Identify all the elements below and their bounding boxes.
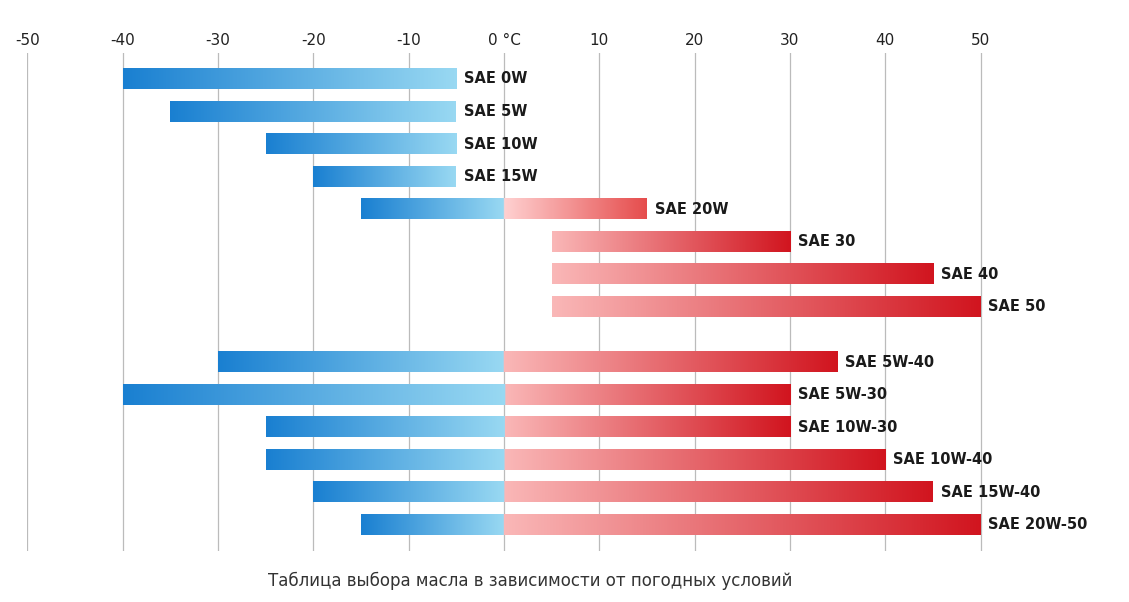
Text: SAE 5W-30: SAE 5W-30 xyxy=(797,387,886,402)
Text: SAE 20W-50: SAE 20W-50 xyxy=(988,517,1087,532)
Text: SAE 30: SAE 30 xyxy=(797,234,855,249)
Text: SAE 0W: SAE 0W xyxy=(464,72,527,87)
Text: SAE 10W: SAE 10W xyxy=(464,137,537,152)
Text: SAE 20W: SAE 20W xyxy=(655,202,728,217)
Text: SAE 15W-40: SAE 15W-40 xyxy=(940,485,1040,500)
Text: SAE 40: SAE 40 xyxy=(940,267,998,282)
Text: SAE 50: SAE 50 xyxy=(988,299,1045,314)
Text: SAE 15W: SAE 15W xyxy=(464,169,537,184)
Text: SAE 10W-30: SAE 10W-30 xyxy=(797,420,896,435)
Text: Таблица выбора масла в зависимости от погодных условий: Таблица выбора масла в зависимости от по… xyxy=(269,572,793,590)
Text: SAE 5W: SAE 5W xyxy=(464,104,527,119)
Text: SAE 5W-40: SAE 5W-40 xyxy=(846,355,935,370)
Text: SAE 10W-40: SAE 10W-40 xyxy=(893,452,992,467)
